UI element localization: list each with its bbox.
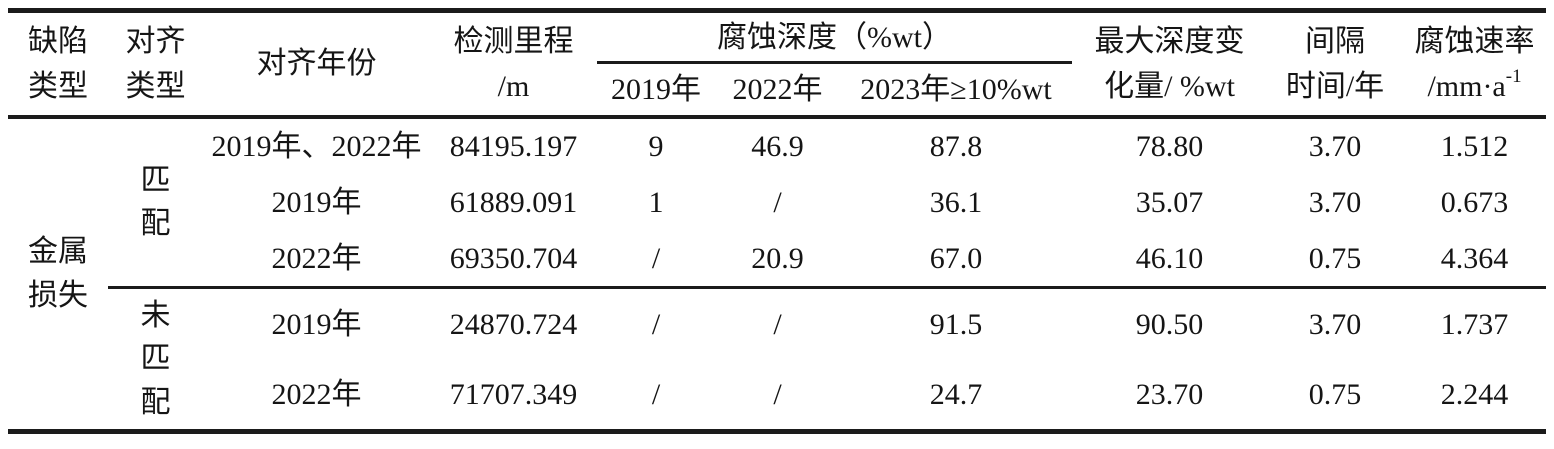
cell-interval: 3.70 bbox=[1308, 307, 1362, 341]
cell-defect-type-metal-loss: 金属 损失 bbox=[28, 235, 88, 312]
cell-max-depth-change: 78.80 bbox=[1135, 129, 1204, 163]
corrosion-rate-unit-base: /mm·a bbox=[1427, 69, 1506, 103]
cell-depth-2022: 20.9 bbox=[715, 230, 840, 289]
cell-depth-2023: 24.7 bbox=[929, 377, 983, 411]
cell-interval: 3.70 bbox=[1308, 185, 1362, 219]
cell-mileage: 24870.724 bbox=[449, 307, 578, 341]
table-row: 2022年 71707.349 / / 24.7 23.70 0.75 2.24… bbox=[8, 360, 1546, 432]
cell-depth-2022: / bbox=[773, 185, 782, 219]
cell-align-unmatched: 未 匹 配 bbox=[140, 298, 171, 419]
cell-corrosion-rate: 1.512 bbox=[1440, 129, 1509, 163]
cell-mileage: 61889.091 bbox=[449, 185, 578, 219]
cell-depth-2022: 46.9 bbox=[751, 129, 804, 163]
header-row-main: 缺陷 类型 对齐 类型 对齐年份 检测里程 /m 腐蚀深度（%wt） 最大深度变… bbox=[8, 10, 1546, 103]
header-interval-time: 间隔 时间/年 bbox=[1285, 24, 1385, 103]
cell-max-depth-change: 23.70 bbox=[1135, 377, 1204, 411]
corrosion-rate-unit-exponent: -1 bbox=[1505, 65, 1522, 87]
cell-align-year: 2022年 bbox=[271, 377, 362, 411]
table-row: 金属 损失 匹 配 2019年、2022年 84195.197 9 46.9 8… bbox=[8, 116, 1546, 312]
cell-align-year: 2019年 bbox=[271, 307, 362, 341]
cell-align-year: 2019年、2022年 bbox=[211, 129, 422, 163]
header-align-type: 对齐 类型 bbox=[125, 24, 186, 103]
header-align-year: 对齐年份 bbox=[256, 47, 377, 81]
cell-max-depth-change: 35.07 bbox=[1135, 185, 1204, 219]
cell-corrosion-rate: 0.673 bbox=[1440, 185, 1509, 219]
cell-interval: 0.75 bbox=[1267, 230, 1404, 289]
table-row: 2022年 69350.704 / 20.9 67.0 46.10 0.75 4… bbox=[8, 230, 1547, 289]
cell-depth-2022: / bbox=[773, 377, 782, 411]
header-corrosion-depth-group: 腐蚀深度（%wt） bbox=[597, 10, 1073, 64]
header-mileage: 检测里程 /m bbox=[453, 24, 574, 103]
cell-max-depth-change: 90.50 bbox=[1135, 307, 1204, 341]
cell-corrosion-rate: 2.244 bbox=[1440, 377, 1509, 411]
corrosion-data-table: 缺陷 类型 对齐 类型 对齐年份 检测里程 /m 腐蚀深度（%wt） 最大深度变… bbox=[8, 8, 1547, 434]
cell-depth-2023: 91.5 bbox=[929, 307, 983, 341]
cell-mileage: 69350.704 bbox=[430, 230, 597, 289]
table-row: 2019年 61889.091 1 / 36.1 35.07 3.70 0.67… bbox=[8, 174, 1546, 231]
header-corrosion-rate-unit: /mm·a-1 bbox=[1403, 64, 1546, 109]
header-corrosion-rate: 腐蚀速率 /mm·a-1 bbox=[1403, 11, 1546, 117]
table-row: 未 匹 配 2019年 24870.724 / / 91.5 90.50 3.7… bbox=[8, 288, 1546, 419]
header-row-sub: 2019年 2022年 2023年≥10%wt bbox=[8, 63, 1546, 117]
table-body: 金属 损失 匹 配 2019年、2022年 84195.197 9 46.9 8… bbox=[8, 116, 1547, 432]
cell-depth-2019: / bbox=[651, 307, 661, 341]
cell-depth-2023: 36.1 bbox=[929, 185, 983, 219]
cell-depth-2023: 87.8 bbox=[929, 129, 983, 163]
cell-depth-2019: 9 bbox=[648, 129, 664, 163]
header-max-depth-change: 最大深度变 化量/ %wt bbox=[1094, 24, 1245, 103]
cell-corrosion-rate: 4.364 bbox=[1403, 230, 1547, 289]
cell-depth-2019: / bbox=[651, 377, 661, 411]
header-depth-2023: 2023年≥10%wt bbox=[860, 72, 1052, 106]
cell-max-depth-change: 46.10 bbox=[1072, 230, 1268, 289]
cell-corrosion-rate: 1.737 bbox=[1440, 307, 1509, 341]
cell-align-matched: 匹 配 bbox=[108, 116, 203, 289]
cell-depth-2022: / bbox=[773, 307, 782, 341]
table-header: 缺陷 类型 对齐 类型 对齐年份 检测里程 /m 腐蚀深度（%wt） 最大深度变… bbox=[8, 10, 1547, 117]
header-corrosion-rate-title: 腐蚀速率 bbox=[1414, 24, 1535, 58]
cell-depth-2019: / bbox=[597, 230, 715, 289]
cell-depth-2019: 1 bbox=[648, 185, 664, 219]
header-defect-type: 缺陷 类型 bbox=[28, 24, 88, 103]
cell-interval: 3.70 bbox=[1308, 129, 1362, 163]
cell-mileage: 84195.197 bbox=[449, 129, 578, 163]
cell-interval: 0.75 bbox=[1308, 377, 1362, 411]
cell-align-year: 2019年 bbox=[271, 185, 362, 219]
header-depth-2019: 2019年 bbox=[611, 72, 701, 106]
cell-mileage: 71707.349 bbox=[449, 377, 578, 411]
header-depth-2022: 2022年 bbox=[732, 72, 823, 106]
cell-depth-2023: 67.0 bbox=[840, 230, 1073, 289]
cell-align-year: 2022年 bbox=[203, 230, 430, 289]
